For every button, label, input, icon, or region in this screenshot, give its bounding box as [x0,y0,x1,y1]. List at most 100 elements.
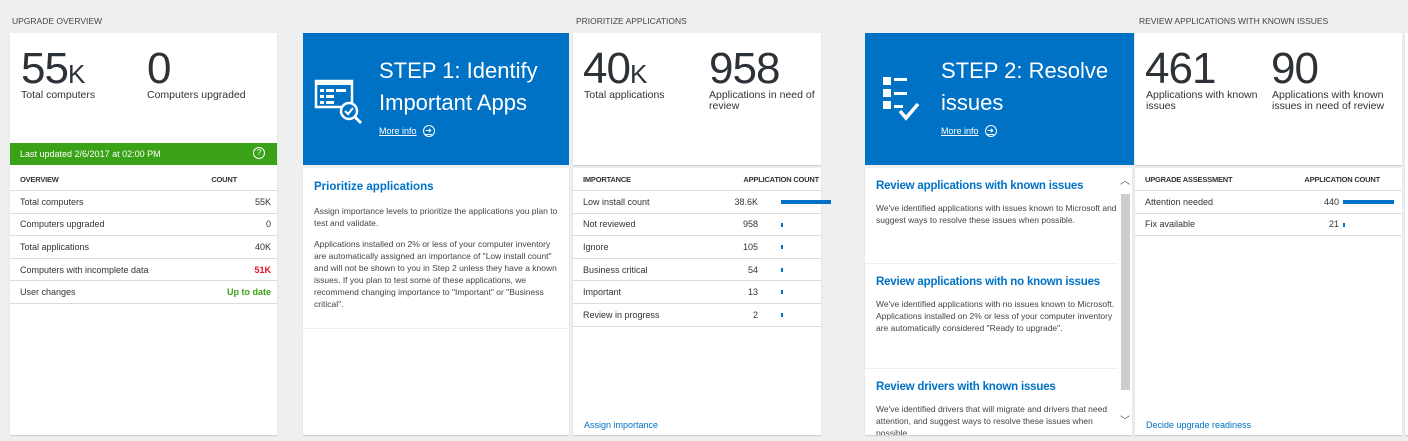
total-computers-value: 55K [21,44,86,93]
review-no-known-issues-link[interactable]: Review applications with no known issues [876,276,1100,288]
row-value: 21 [1328,219,1339,230]
section-title-prioritize: PRIORITIZE APPLICATIONS [576,16,687,26]
table-row[interactable]: Low install count 38.6K [573,191,831,214]
count-bar [781,267,783,272]
col-upgrade-assessment: UPGRADE ASSESSMENT [1145,174,1233,184]
decide-upgrade-readiness-link[interactable]: Decide upgrade readiness [1146,420,1252,430]
col-overview: OVERVIEW [20,174,59,184]
importance-card: IMPORTANCE APPLICATION COUNT Low install … [573,168,831,435]
upgrade-assessment-table: UPGRADE ASSESSMENT APPLICATION COUNT Atte… [1135,168,1402,237]
row-value: 105 [742,241,758,252]
row-value: 38.6K [734,196,758,207]
row-value: Up to date [227,287,271,298]
prioritize-detail-card: Prioritize applications Assign importanc… [303,168,569,435]
row-value: 54 [747,264,758,275]
table-row[interactable]: Not reviewed 958 [573,214,821,237]
known-issues-label: Applications with known issues [1146,89,1258,112]
row-label: Attention needed [1145,196,1214,207]
step2-tile[interactable]: STEP 2: Resolve issues More info ➜ [865,33,1132,165]
row-label: Total applications [20,241,90,252]
selection-indicator [1132,33,1134,165]
question-circle-icon[interactable]: ? [253,147,265,159]
total-applications-value: 40K [583,44,648,93]
scrollbar-thumb[interactable] [1121,194,1130,390]
row-label: Not reviewed [583,219,636,230]
table-row[interactable]: Computers with incomplete data 51K [10,259,277,282]
known-issues-stats-card[interactable]: 461 Applications with known issues 90 Ap… [1135,33,1402,165]
total-applications-label: Total applications [584,89,665,101]
row-label: Low install count [583,196,650,207]
scroll-down-icon[interactable]: ﹀ [1120,416,1130,427]
upgrade-assessment-card: UPGRADE ASSESSMENT APPLICATION COUNT Atte… [1135,168,1402,435]
computers-upgraded-value: 0 [147,44,172,93]
row-label: Computers with incomplete data [20,264,149,275]
apps-need-review-value: 958 [709,44,780,93]
count-bar [781,245,783,250]
row-value: 2 [752,309,758,320]
table-row[interactable]: Business critical 54 [573,259,821,282]
item-description: We've identified applications with issue… [876,203,1117,225]
table-row[interactable]: Important 13 [573,281,821,304]
step2-more-info-link[interactable]: More info ➜ [941,125,997,137]
table-row[interactable]: Computers upgraded 0 [10,214,277,237]
more-info-text: More info [379,126,417,136]
prioritize-heading[interactable]: Prioritize applications [314,181,434,193]
known-issues-review-value: 90 [1271,44,1319,93]
upgrade-overview-card[interactable]: 55K Total computers 0 Computers upgraded… [10,33,277,435]
step1-title: STEP 1: Identify Important Apps [379,58,538,115]
arrow-circle-right-icon: ➜ [984,125,997,137]
total-computers-label: Total computers [21,89,96,101]
step1-more-info-link[interactable]: More info ➜ [379,125,435,137]
table-header: IMPORTANCE APPLICATION COUNT [573,168,821,191]
row-label: Business critical [583,264,648,275]
table-row[interactable]: Review in progress 2 [573,304,821,327]
list-item[interactable]: Review applications with no known issues… [865,264,1132,369]
review-drivers-link[interactable]: Review drivers with known issues [876,381,1056,393]
scrollbar[interactable]: ︿ ﹀ [1118,168,1132,435]
last-updated-text: Last updated 2/6/2017 at 02:00 PM [20,149,161,159]
next-card-edge [1405,33,1408,435]
col-count: COUNT [211,174,237,184]
row-label: Review in progress [583,309,660,320]
row-value: 40K [254,241,271,252]
table-row[interactable]: Attention needed 440 [1135,191,1402,214]
prioritize-stats-card[interactable]: 40K Total applications 958 Applications … [573,33,821,165]
col-application-count: APPLICATION COUNT [1304,174,1380,184]
list-item[interactable]: Review applications with known issues We'… [865,168,1132,264]
checklist-icon [883,77,920,121]
assign-importance-link[interactable]: Assign importance [584,420,659,430]
row-label: Total computers [20,196,84,207]
count-bar [781,290,783,295]
table-header: UPGRADE ASSESSMENT APPLICATION COUNT [1135,168,1402,191]
table-row[interactable]: Fix available 21 [1135,214,1402,237]
step1-tile[interactable]: STEP 1: Identify Important Apps More inf… [303,33,569,165]
table-row[interactable]: Total computers 55K [10,191,277,214]
row-label: Computers upgraded [20,219,105,230]
computers-upgraded-label: Computers upgraded [147,89,246,101]
item-description: We've identified drivers that will migra… [876,404,1108,435]
table-row[interactable]: User changes Up to date [10,281,277,304]
row-value: 13 [747,287,758,298]
list-item[interactable]: Review drivers with known issues We've id… [865,369,1132,435]
row-value: 440 [1323,196,1339,207]
row-value: 55K [254,196,271,207]
resolve-issues-list: Review applications with known issues We'… [865,168,1132,435]
known-issues-review-label: Applications with known issues in need o… [1272,89,1385,112]
count-bar [1343,222,1346,227]
last-updated-banner: Last updated 2/6/2017 at 02:00 PM ? [10,143,277,165]
section-title-upgrade-overview: UPGRADE OVERVIEW [12,16,103,26]
count-bar [781,222,783,227]
row-value: 0 [265,219,271,230]
row-label: Ignore [583,241,609,252]
row-label: Fix available [1145,219,1196,230]
arrow-circle-right-icon: ➜ [422,125,435,137]
scroll-up-icon[interactable]: ︿ [1120,176,1130,187]
prioritize-intro: Assign importance levels to prioritize t… [314,206,558,228]
table-row[interactable]: Ignore 105 [573,236,821,259]
more-info-text: More info [941,126,979,136]
apps-need-review-label: Applications in need of review [709,89,815,112]
review-known-issues-link[interactable]: Review applications with known issues [876,180,1084,192]
row-label: Important [583,287,622,298]
table-row[interactable]: Total applications 40K [10,236,277,259]
row-value: 51K [254,264,271,275]
